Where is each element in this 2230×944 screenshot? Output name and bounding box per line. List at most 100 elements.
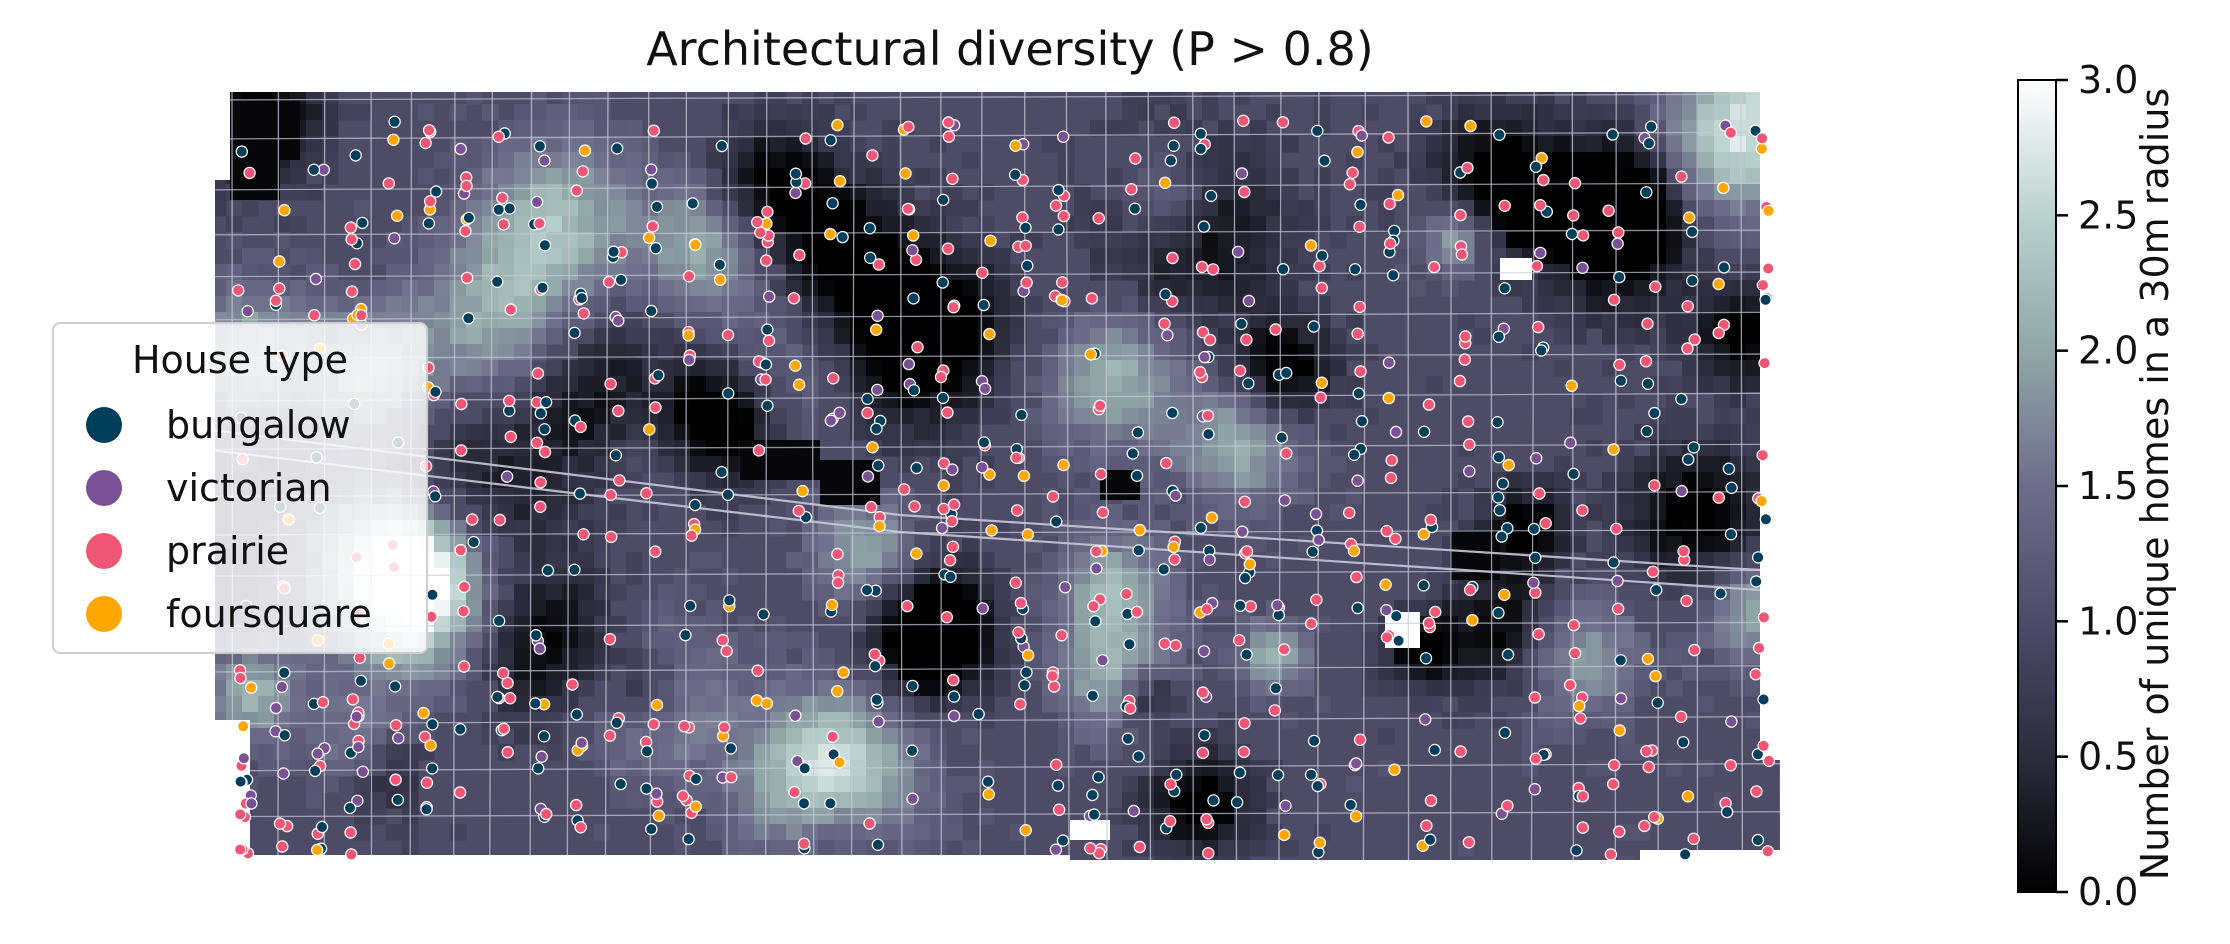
house-marker-bungalow	[529, 697, 542, 710]
heat-cell	[738, 184, 755, 201]
heat-cell	[1122, 104, 1139, 121]
house-marker-prairie	[787, 292, 801, 305]
heat-cell	[1586, 200, 1603, 217]
heat-cell	[802, 328, 819, 345]
heat-cell	[978, 216, 995, 233]
heat-cell	[1250, 344, 1267, 361]
heat-cell	[354, 776, 371, 793]
house-marker-prairie	[941, 242, 955, 255]
heat-cell	[754, 104, 771, 121]
heat-cell	[1282, 296, 1299, 313]
house-marker-prairie	[826, 730, 839, 743]
heat-cell	[514, 264, 531, 281]
house-marker-prairie	[1677, 545, 1690, 558]
heat-cell	[770, 856, 787, 860]
heat-cell	[786, 824, 803, 841]
heat-cell	[738, 616, 755, 633]
heat-cell	[1522, 728, 1539, 745]
heat-cell	[770, 120, 787, 137]
heat-cell	[450, 296, 467, 313]
heat-cell	[1618, 328, 1635, 345]
house-marker-victorian	[275, 680, 289, 694]
heat-cell	[1666, 568, 1683, 585]
heat-cell	[1474, 152, 1491, 169]
house-marker-prairie	[504, 430, 517, 443]
house-marker-prairie	[344, 826, 357, 839]
heat-cell	[1170, 824, 1187, 841]
heat-cell	[1170, 424, 1187, 441]
heat-cell	[1762, 216, 1779, 233]
heat-cell	[850, 248, 867, 265]
heat-cell	[1378, 168, 1395, 185]
heat-cell	[770, 680, 787, 697]
heat-cell	[306, 776, 323, 793]
heat-cell	[610, 760, 627, 777]
heat-cell	[994, 648, 1011, 665]
heat-cell	[215, 152, 227, 169]
street	[215, 762, 1780, 772]
heat-cell	[898, 536, 915, 553]
heat-cell	[1058, 440, 1075, 457]
heat-cell	[930, 744, 947, 761]
heat-cell	[786, 152, 803, 169]
house-marker-bungalow	[1751, 551, 1765, 564]
heat-cell	[882, 216, 899, 233]
heat-cell	[642, 136, 659, 153]
heat-cell	[626, 392, 643, 409]
house-marker-prairie	[603, 633, 617, 646]
house-marker-prairie	[1758, 356, 1771, 370]
house-marker-victorian	[269, 701, 283, 715]
heat-cell	[754, 808, 771, 825]
heat-cell	[274, 744, 291, 761]
heat-cell	[1522, 92, 1539, 105]
heat-cell	[690, 376, 707, 393]
heat-cell	[818, 712, 835, 729]
heat-cell	[1666, 200, 1683, 217]
heat-cell	[1586, 152, 1603, 169]
house-marker-bungalow	[1121, 732, 1135, 745]
heat-cell	[1474, 600, 1491, 617]
heat-cell	[1698, 456, 1715, 473]
heat-cell	[434, 152, 451, 169]
street	[1317, 92, 1320, 860]
heat-cell	[1314, 440, 1331, 457]
heat-cell	[1746, 424, 1763, 441]
house-marker-prairie	[861, 406, 874, 420]
heat-cell	[1682, 376, 1699, 393]
heat-cell	[450, 360, 467, 377]
heat-cell	[1362, 680, 1379, 697]
house-marker-prairie	[1016, 211, 1029, 224]
heat-cell	[1522, 616, 1539, 633]
house-marker-victorian	[763, 290, 776, 303]
house-marker-prairie	[1014, 596, 1028, 610]
heat-cell	[1026, 584, 1043, 601]
heat-cell	[466, 456, 483, 473]
heat-cell	[658, 728, 675, 745]
heat-cell	[1730, 152, 1747, 169]
heat-cell	[1218, 280, 1235, 297]
house-marker-prairie	[419, 136, 432, 150]
house-marker-prairie	[1125, 182, 1138, 196]
heat-cell	[706, 504, 723, 521]
heat-cell	[1346, 488, 1363, 505]
heat-cell	[706, 680, 723, 697]
heat-cell	[1634, 168, 1651, 185]
street	[1740, 92, 1744, 860]
heat-cell	[530, 248, 547, 265]
house-marker-prairie	[752, 444, 766, 457]
legend-marker-bungalow	[86, 407, 122, 443]
heat-cell	[434, 504, 451, 521]
house-marker-foursquare	[1205, 511, 1219, 524]
house-marker-prairie	[1052, 803, 1066, 816]
heat-cell	[626, 328, 643, 345]
heat-cell	[434, 696, 451, 713]
heat-cell	[498, 152, 515, 169]
house-marker-bungalow	[532, 762, 545, 775]
heat-cell	[1666, 120, 1683, 137]
heat-cell	[1506, 488, 1523, 505]
heat-cell	[1778, 616, 1780, 633]
heat-cell	[658, 328, 675, 345]
heat-cell	[1634, 680, 1651, 697]
house-marker-prairie	[1757, 739, 1770, 753]
heat-cell	[418, 680, 435, 697]
